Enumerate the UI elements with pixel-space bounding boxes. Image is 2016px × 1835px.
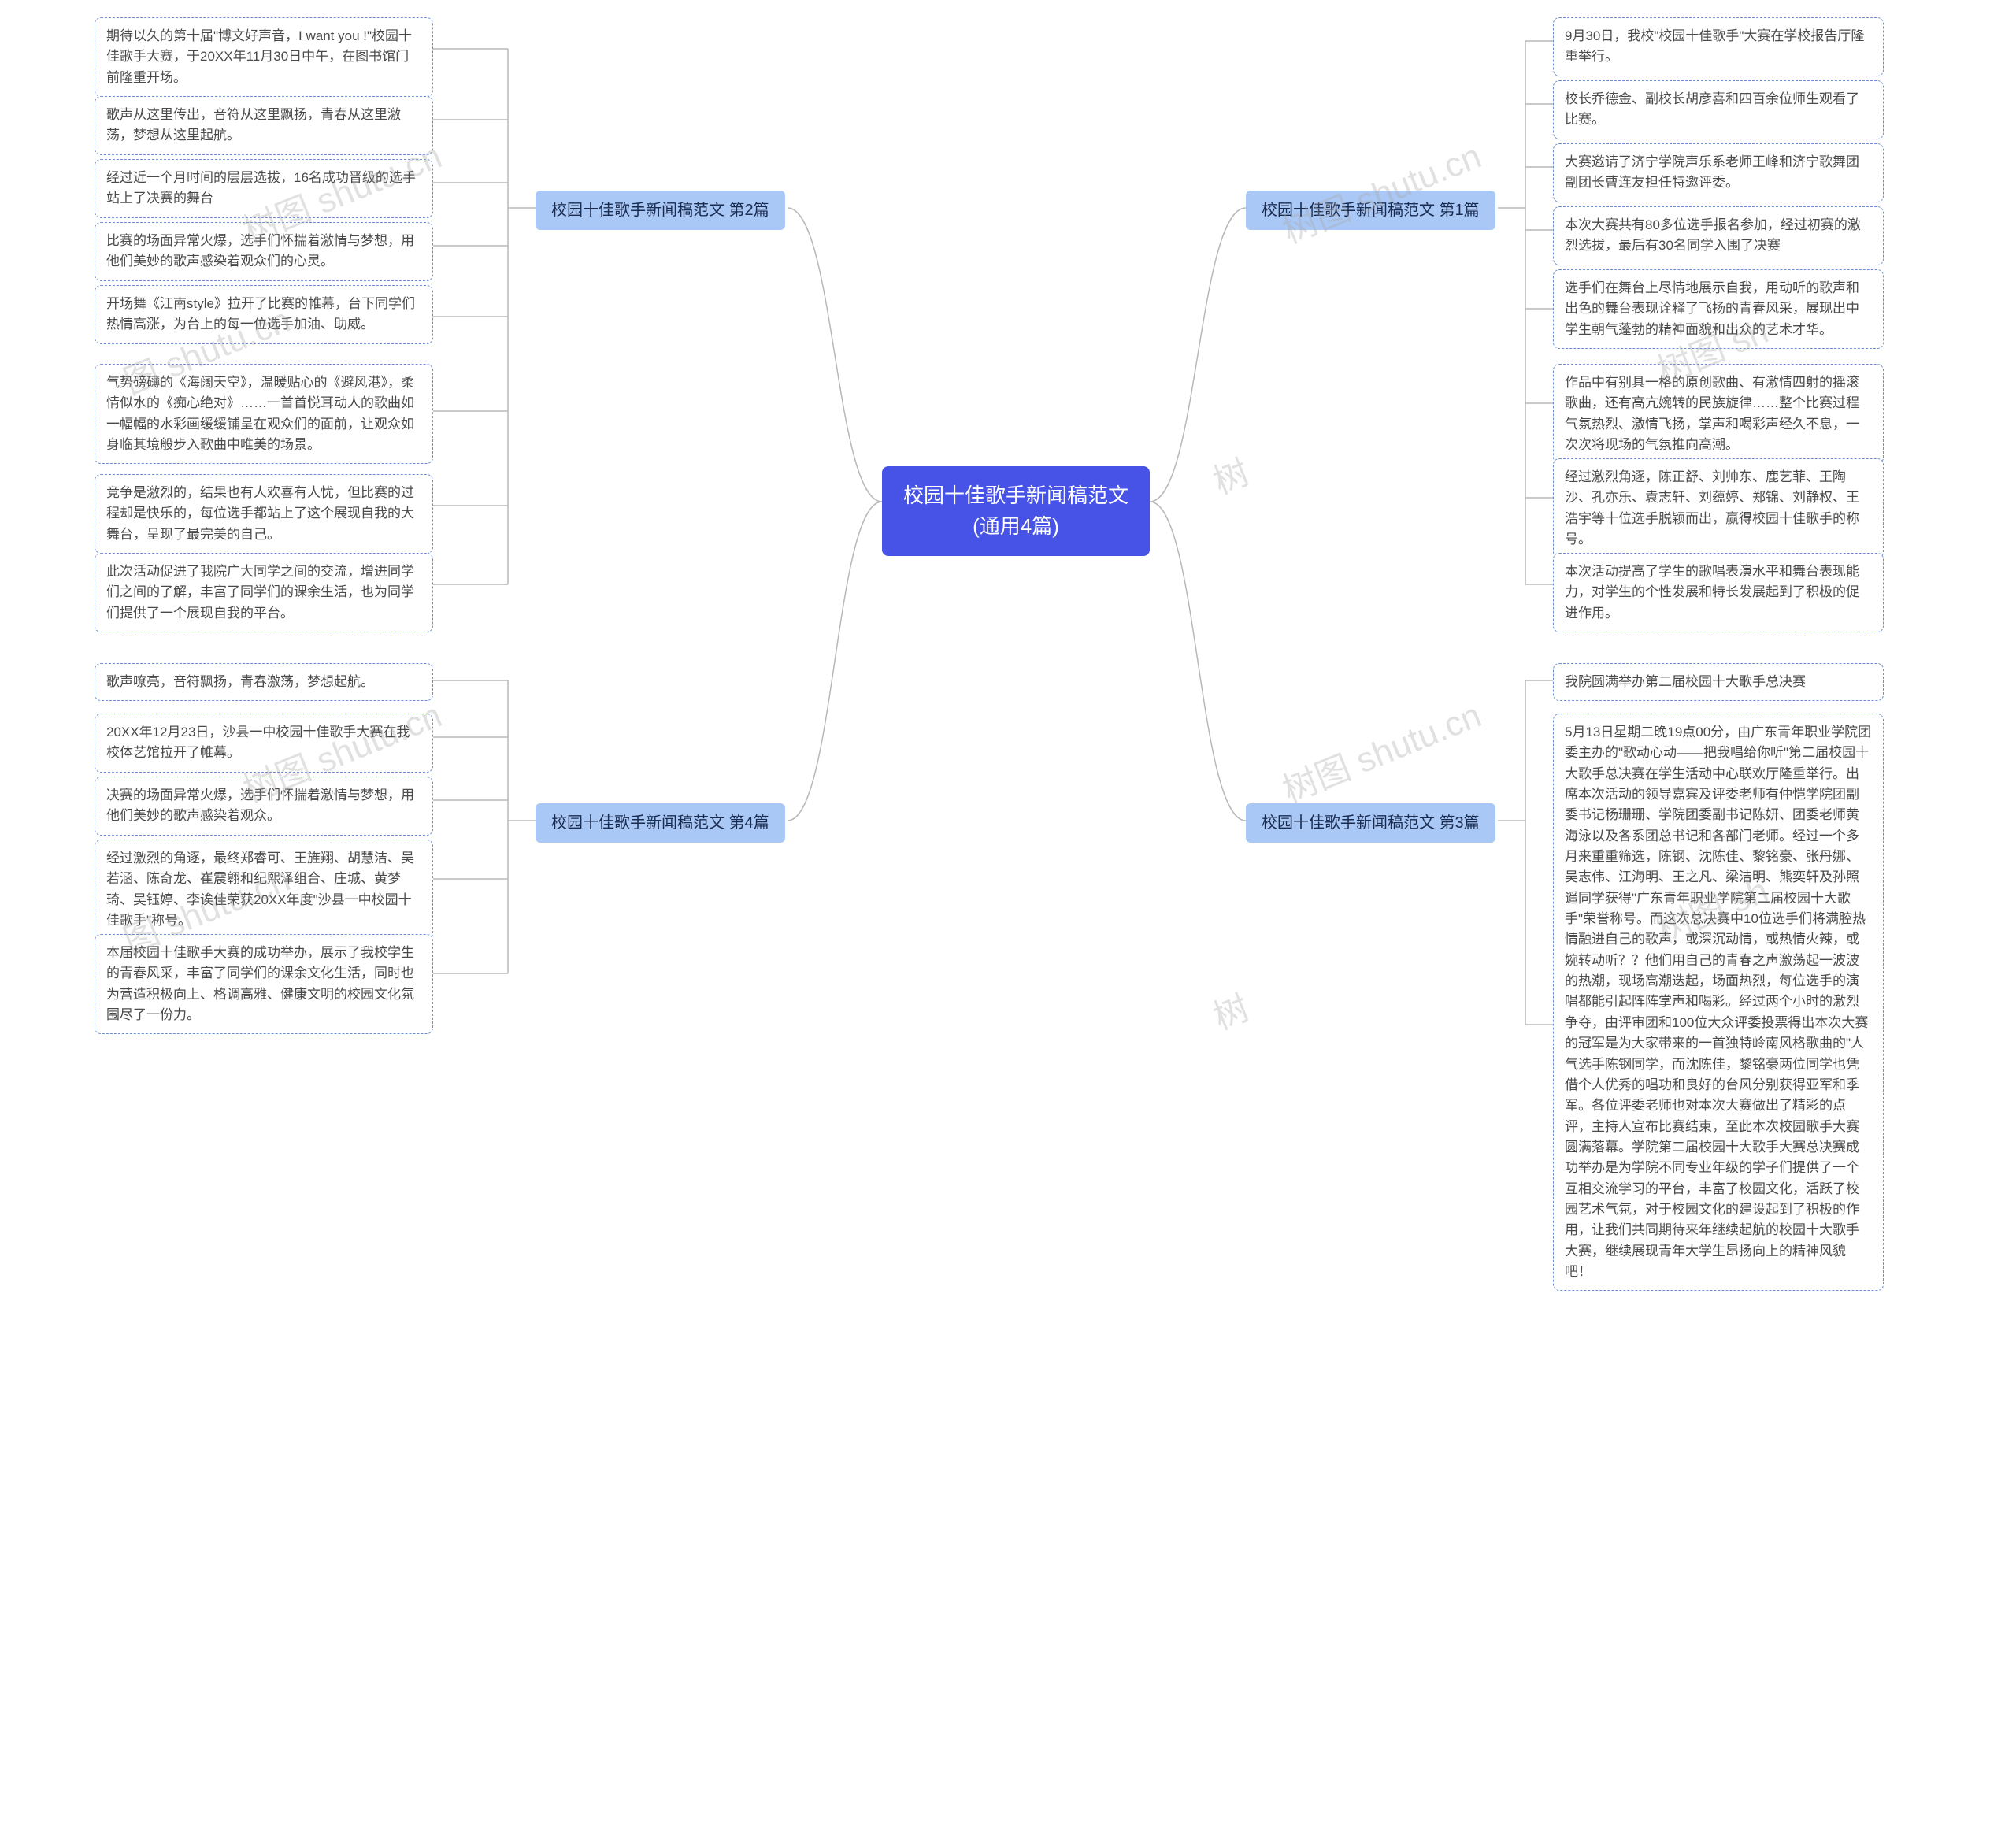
leaf-node: 5月13日星期二晚19点00分，由广东青年职业学院团委主办的"歌动心动——把我唱… [1553,714,1884,1291]
leaf-node: 20XX年12月23日，沙县一中校园十佳歌手大赛在我校体艺馆拉开了帷幕。 [94,714,433,773]
watermark: 树 [1205,444,1256,504]
leaf-node: 气势磅礴的《海阔天空》，温暖贴心的《避风港》，柔情似水的《痴心绝对》……一首首悦… [94,364,433,464]
leaf-node: 经过近一个月时间的层层选拔，16名成功晋级的选手站上了决赛的舞台 [94,159,433,218]
leaf-node: 经过激烈的角逐，最终郑睿可、王旌翔、胡慧洁、吴若涵、陈奇龙、崔震翱和纪熙泽组合、… [94,840,433,940]
leaf-node: 竞争是激烈的，结果也有人欢喜有人忧，但比赛的过程却是快乐的，每位选手都站上了这个… [94,474,433,554]
leaf-node: 此次活动促进了我院广大同学之间的交流，增进同学们之间的了解，丰富了同学们的课余生… [94,553,433,632]
leaf-node: 决赛的场面异常火爆，选手们怀揣着激情与梦想，用他们美妙的歌声感染着观众。 [94,777,433,836]
leaf-node: 比赛的场面异常火爆，选手们怀揣着激情与梦想，用他们美妙的歌声感染着观众们的心灵。 [94,222,433,281]
leaf-node: 经过激烈角逐，陈正舒、刘帅东、鹿艺菲、王陶沙、孔亦乐、袁志轩、刘蕴婷、郑锦、刘静… [1553,458,1884,558]
branch-node: 校园十佳歌手新闻稿范文 第1篇 [1246,191,1495,230]
leaf-node: 期待以久的第十届"博文好声音，I want you !"校园十佳歌手大赛，于20… [94,17,433,97]
leaf-node: 开场舞《江南style》拉开了比赛的帷幕，台下同学们热情高涨，为台上的每一位选手… [94,285,433,344]
leaf-node: 歌声从这里传出，音符从这里飘扬，青春从这里激荡，梦想从这里起航。 [94,96,433,155]
watermark: 树 [1205,980,1256,1040]
branch-node: 校园十佳歌手新闻稿范文 第3篇 [1246,803,1495,843]
leaf-node: 歌声嘹亮，音符飘扬，青春激荡，梦想起航。 [94,663,433,701]
leaf-node: 本届校园十佳歌手大赛的成功举办，展示了我校学生的青春风采，丰富了同学们的课余文化… [94,934,433,1034]
leaf-node: 9月30日，我校"校园十佳歌手"大赛在学校报告厅隆重举行。 [1553,17,1884,76]
branch-node: 校园十佳歌手新闻稿范文 第2篇 [536,191,785,230]
leaf-node: 校长乔德金、副校长胡彦喜和四百余位师生观看了比赛。 [1553,80,1884,139]
leaf-node: 选手们在舞台上尽情地展示自我，用动听的歌声和出色的舞台表现诠释了飞扬的青春风采，… [1553,269,1884,349]
leaf-node: 作品中有别具一格的原创歌曲、有激情四射的摇滚歌曲，还有高亢婉转的民族旋律……整个… [1553,364,1884,464]
root-node: 校园十佳歌手新闻稿范文(通用4篇) [882,466,1150,556]
leaf-node: 本次大赛共有80多位选手报名参加，经过初赛的激烈选拔，最后有30名同学入围了决赛 [1553,206,1884,265]
leaf-node: 大赛邀请了济宁学院声乐系老师王峰和济宁歌舞团副团长曹连友担任特邀评委。 [1553,143,1884,202]
leaf-node: 本次活动提高了学生的歌唱表演水平和舞台表现能力，对学生的个性发展和特长发展起到了… [1553,553,1884,632]
watermark: 树图 shutu.cn [1274,687,1488,812]
leaf-node: 我院圆满举办第二届校园十大歌手总决赛 [1553,663,1884,701]
branch-node: 校园十佳歌手新闻稿范文 第4篇 [536,803,785,843]
